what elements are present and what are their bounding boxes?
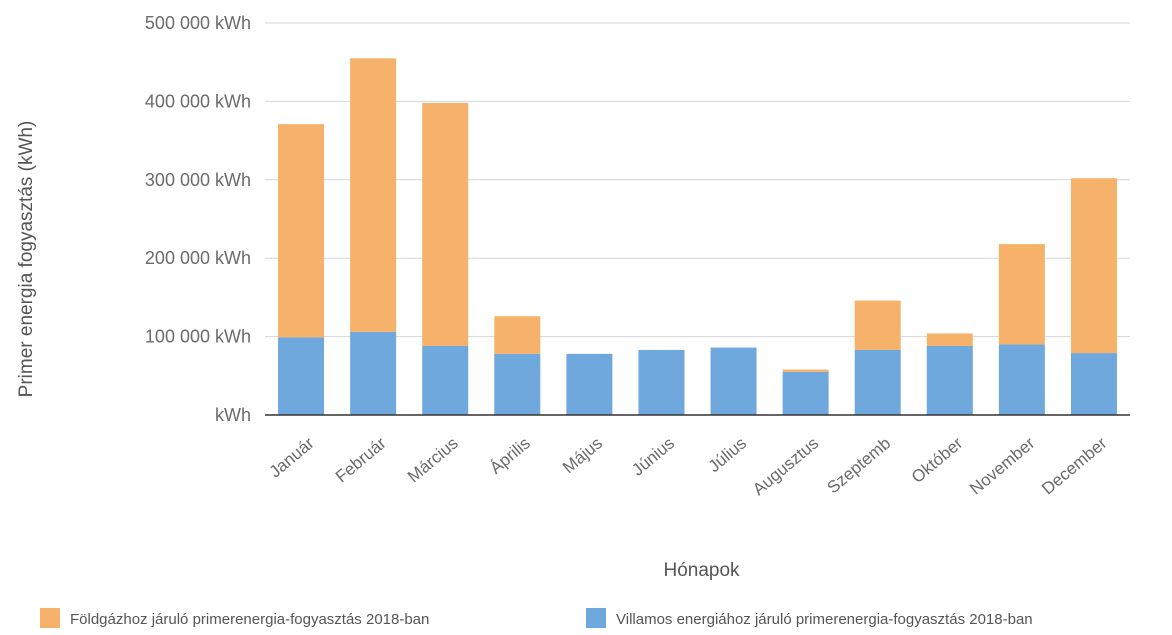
x-axis-ticks: Január Február Március Április Május Június Jú…: [266, 433, 1111, 499]
legend-item-electricity: Villamos energiához járuló primerenergia…: [586, 608, 1033, 628]
bars: [278, 58, 1117, 415]
bar-segment-electricity: [1070, 353, 1117, 415]
bar-segment-gas: [926, 333, 973, 347]
bar-segment-gas: [278, 124, 325, 338]
legend-item-gas: Földgázhoz járuló primerenergia-fogyaszt…: [40, 608, 429, 628]
bar-segment-gas: [854, 300, 901, 350]
legend-swatch-electricity: [586, 608, 606, 628]
x-axis-title: Hónapok: [663, 560, 740, 581]
bar-segment-electricity: [566, 353, 613, 415]
y-tick-label: 100 000 kWh: [145, 327, 251, 347]
bar-segment-electricity: [422, 346, 469, 415]
x-tick-label: November: [966, 433, 1039, 498]
x-tick-label: December: [1038, 433, 1111, 498]
x-tick-label: Február: [332, 433, 390, 486]
bar-segment-gas: [422, 102, 469, 347]
gridlines: [265, 22, 1130, 338]
x-tick-label: Október: [908, 433, 967, 487]
legend-label-gas: Földgázhoz járuló primerenergia-fogyaszt…: [70, 611, 429, 628]
y-tick-label: kWh: [215, 405, 251, 425]
bar-segment-electricity: [710, 347, 757, 415]
y-axis-title: Primer energia fogyasztás (kWh): [16, 121, 37, 398]
y-axis-ticks: kWh 100 000 kWh 200 000 kWh 300 000 kWh 400 …: [145, 13, 251, 425]
x-tick-label: Január: [266, 433, 318, 481]
bar-segment-electricity: [854, 349, 901, 415]
bar-segment-electricity: [494, 353, 541, 415]
bar-segment-gas: [350, 58, 397, 332]
x-tick-label: Március: [404, 434, 462, 487]
bar-segment-electricity: [998, 344, 1045, 415]
bar-segment-electricity: [350, 331, 397, 415]
bar-segment-electricity: [782, 371, 829, 415]
x-tick-label: Július: [705, 434, 751, 476]
x-tick-label: Augusztus: [749, 434, 822, 500]
bar-segment-gas: [782, 369, 829, 372]
x-tick-label: Szeptemb: [823, 434, 894, 498]
y-tick-label: 500 000 kWh: [145, 13, 251, 33]
bar-segment-gas: [998, 244, 1045, 345]
x-tick-label: Június: [628, 434, 678, 480]
y-tick-label: 400 000 kWh: [145, 91, 251, 111]
y-tick-label: 300 000 kWh: [145, 170, 251, 190]
bar-segment-gas: [494, 316, 541, 354]
y-tick-label: 200 000 kWh: [145, 248, 251, 268]
legend-label-electricity: Villamos energiához járuló primerenergia…: [616, 611, 1033, 628]
bar-segment-gas: [1070, 178, 1117, 354]
x-tick-label: Május: [559, 434, 606, 478]
bar-segment-electricity: [278, 337, 325, 415]
bar-segment-electricity: [638, 349, 685, 415]
bar-segment-electricity: [926, 346, 973, 415]
x-tick-label: Április: [486, 434, 534, 478]
legend-swatch-gas: [40, 608, 60, 628]
legend: Földgázhoz járuló primerenergia-fogyaszt…: [40, 608, 1033, 628]
